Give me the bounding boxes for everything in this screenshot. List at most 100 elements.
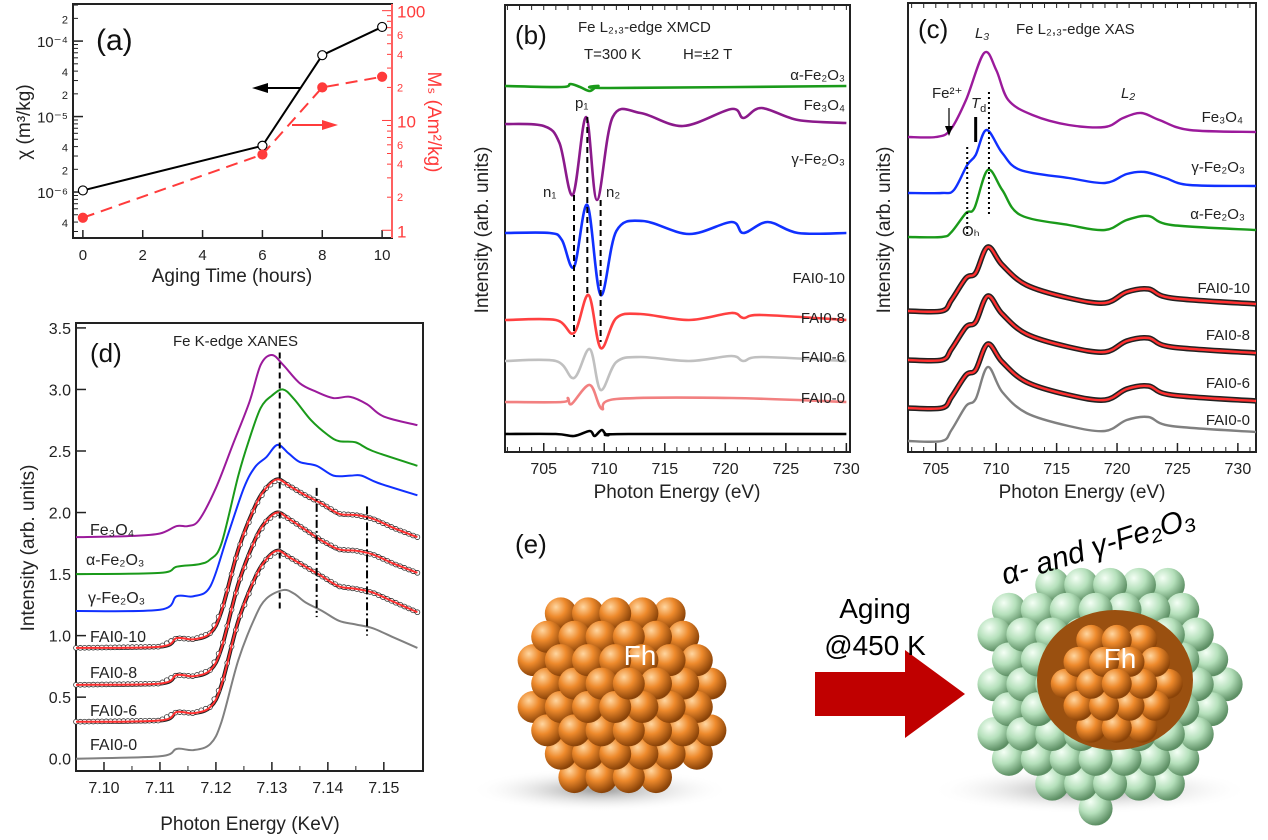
d-series-label: FAI0-6 [90, 703, 137, 720]
fe2o3-shell-sphere [991, 741, 1026, 776]
b-annot-n1: n₁ [543, 184, 556, 201]
fh-core-sphere [1127, 668, 1158, 699]
d-ylabel: Intensity (arb. units) [18, 465, 39, 632]
d-ytick-label: 1.5 [49, 567, 71, 584]
c-xtick-label: 710 [983, 461, 1010, 478]
b-xtick-label: 705 [530, 461, 557, 478]
a-series-line-0 [82, 26, 383, 192]
a-xtick-label: 10 [374, 247, 391, 264]
c-annot-td-main: T [971, 95, 982, 112]
b-annot-p1: p₁ [575, 95, 588, 112]
d-series-line-6 [75, 588, 418, 760]
d-series-line-3 [75, 478, 418, 649]
d-series-label: Fe₃O₄ [90, 522, 134, 539]
d-xlabel: Photon Energy (KeV) [160, 814, 340, 835]
fh-sphere [626, 644, 659, 677]
fh-sphere [653, 644, 686, 677]
fe2o3-shell-sphere [1136, 741, 1171, 776]
panel-label-d: (d) [90, 338, 122, 368]
fh-sphere [544, 597, 577, 630]
fh-sphere [572, 644, 604, 677]
illustration [470, 567, 1250, 826]
core-label-right: Fh [1104, 643, 1137, 674]
b-series-line-5 [504, 383, 847, 411]
c-series-line-5 [907, 342, 1257, 411]
d-xtick-label: 7.14 [312, 780, 343, 797]
c-xlabel: Photon Energy (eV) [999, 482, 1166, 503]
d-series-label: γ-Fe₂O₃ [88, 590, 145, 607]
panel-label-a: (a) [96, 24, 133, 57]
panel-label-b: (b) [515, 20, 547, 50]
b-series-label: Fe₃O₄ [804, 97, 845, 114]
c-xtick-label: 720 [1104, 461, 1131, 478]
a-xtick-label: 6 [258, 247, 266, 264]
fe2o3-shell-sphere [1093, 766, 1128, 801]
b-plot-frame [504, 4, 851, 453]
fh-sphere [572, 737, 604, 770]
a-ytick-left-minor-label: 4 [62, 143, 68, 155]
fh-sphere [626, 690, 659, 723]
fh-core-sphere [1050, 668, 1081, 699]
b-series-line-0 [504, 82, 847, 93]
c-series-label: α-Fe₂O₃ [1190, 206, 1245, 223]
c-series-label: FAI0-0 [1206, 412, 1250, 429]
plots: 0 2 4 6 8 10 10⁻⁴ 10⁻⁵ 10⁻⁶ 2 4 2 4 2 4 100 6 4 2 10 6 4 2 1 705… [37, 2, 1257, 797]
c-series-data-4 [907, 293, 1257, 364]
a-xlabel: Aging Time (hours) [152, 266, 313, 287]
fh-core-sphere [1152, 668, 1183, 699]
d-ytick-label: 0.5 [49, 690, 71, 707]
a-ytick-left-minor-label: 2 [62, 90, 68, 102]
b-series-line-4 [504, 347, 847, 392]
fe2o3-shell-sphere [991, 642, 1026, 677]
fe2o3-shell-sphere [1150, 567, 1185, 602]
a-data-point [257, 140, 268, 151]
a-ytick-right-label: 4 [397, 49, 403, 61]
d-series-line-4 [75, 511, 418, 686]
fe2o3-shell-sphere [1194, 642, 1229, 677]
fh-core-sphere [1114, 646, 1145, 677]
fh-core-sphere [1063, 690, 1094, 721]
b-xtick-label: 730 [833, 461, 860, 478]
d-series-line-1 [75, 388, 418, 576]
left-arrow-head-icon [252, 83, 268, 93]
d-series-label: FAI0-10 [90, 629, 146, 646]
fh-sphere [653, 737, 686, 770]
a-xtick-label: 0 [79, 247, 87, 264]
b-series-label: γ-Fe₂O₃ [791, 151, 845, 168]
b-ylabel: Intensity (arb. units) [472, 147, 493, 314]
fh-sphere [544, 737, 577, 770]
fh-sphere [640, 667, 672, 700]
b-xtick-label: 710 [591, 461, 618, 478]
b-subtitle-h: H=±2 T [683, 46, 732, 63]
c-series-label: FAI0-6 [1206, 375, 1250, 392]
a-xtick-label: 2 [139, 247, 147, 264]
c-series-line-6 [907, 365, 1257, 444]
fh-sphere [640, 620, 672, 653]
c-ylabel: Intensity (arb. units) [874, 147, 895, 314]
fe2o3-shell-sphere [1107, 741, 1142, 776]
c-series-line-3 [907, 245, 1257, 314]
a-data-point [377, 21, 388, 33]
aging-arrow [815, 650, 965, 738]
d-xtick-label: 7.13 [256, 780, 287, 797]
fh-sphere [612, 667, 645, 700]
fe2o3-shell-sphere [1121, 567, 1156, 602]
a-ytick-right-label: 4 [397, 159, 403, 171]
fe2o3-shell-sphere [1194, 692, 1229, 727]
arrow-text-temperature: @450 K [824, 630, 926, 661]
c-series-label: FAI0-8 [1206, 327, 1250, 344]
fh-core-sphere [1076, 668, 1107, 699]
panel-label-e: (e) [515, 529, 547, 559]
a-ytick-left-minor-label: 4 [62, 218, 68, 230]
fe2o3-shell-sphere [1165, 592, 1200, 627]
c-annot-fe2: Fe²⁺ [932, 85, 962, 102]
b-series-label: α-Fe₂O₃ [790, 67, 845, 84]
c-series-line-4 [907, 294, 1257, 363]
fh-sphere [667, 714, 700, 747]
fh-sphere [626, 597, 659, 630]
d-series-line-0 [75, 353, 418, 539]
fh-sphere [599, 737, 632, 770]
fh-sphere [544, 644, 577, 677]
a-ytick-right-label: 2 [397, 192, 403, 204]
fh-sphere [517, 644, 550, 677]
